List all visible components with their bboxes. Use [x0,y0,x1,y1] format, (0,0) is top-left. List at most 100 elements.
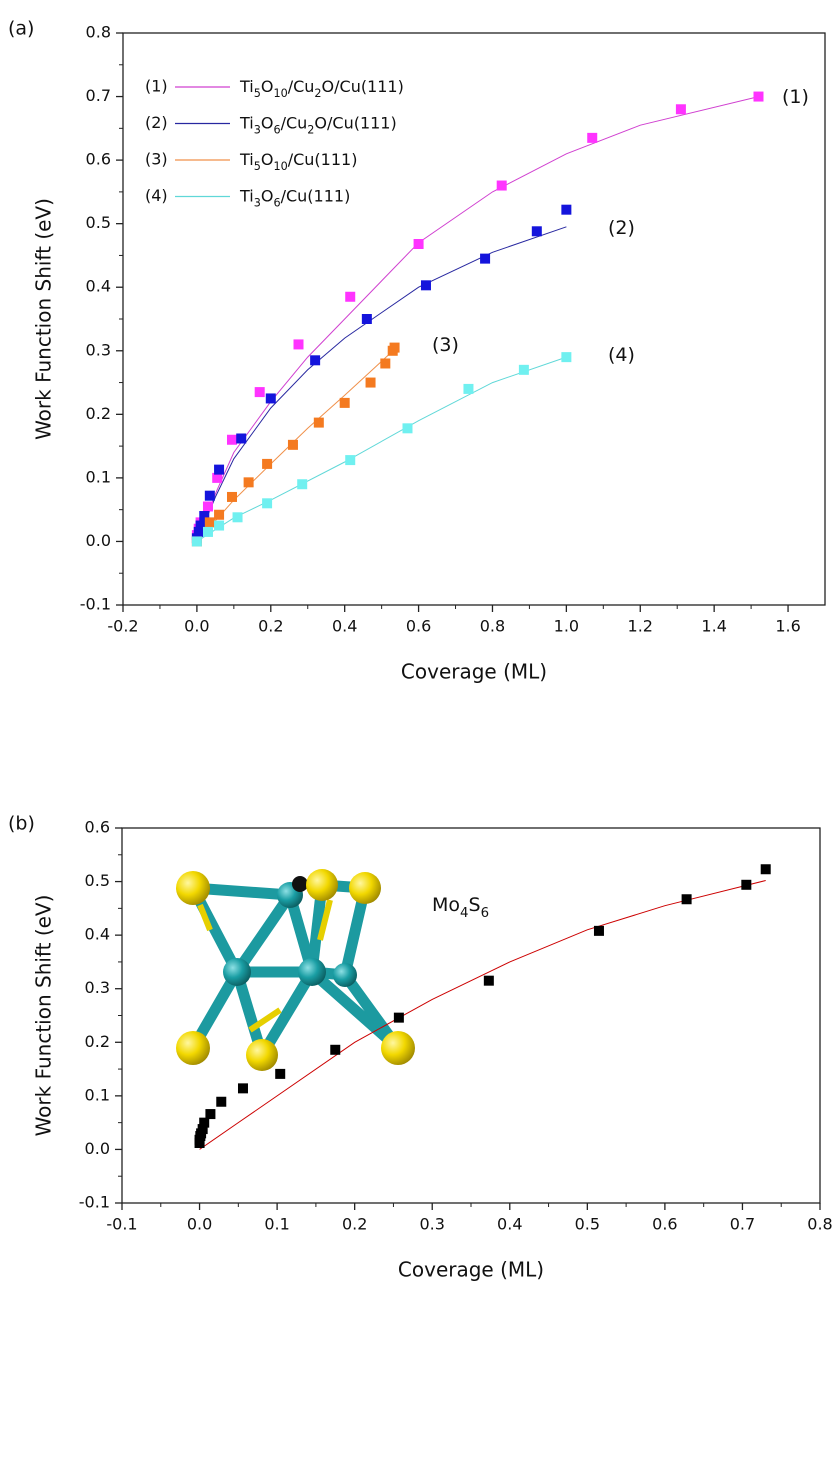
y-tick-label: -0.1 [79,1193,110,1212]
data-point [761,864,771,874]
data-point [561,352,571,362]
data-point [227,492,237,502]
legend-label: Ti5O10/Cu2O/Cu(111) [239,77,404,100]
data-point [214,521,224,531]
data-point [594,926,604,936]
data-point [463,384,473,394]
data-point [214,510,224,520]
x-tick-label: 0.2 [342,1215,367,1234]
legend-index: (3) [145,150,168,169]
data-point [262,498,272,508]
x-tick-label: 1.0 [554,617,579,636]
data-point [203,501,213,511]
data-point [238,1083,248,1093]
page: {"chart_data": [ {"type": "scatter", "pa… [0,0,833,1475]
data-point [205,1109,215,1119]
data-point [216,1097,226,1107]
data-point [390,343,400,353]
legend-index: (2) [145,113,168,132]
y-tick-label: 0.0 [86,531,111,550]
fit-line [197,227,567,542]
plot-frame [123,33,825,605]
fit-line [197,357,567,541]
y-tick-label: 0.0 [85,1139,110,1158]
y-tick-label: 0.2 [85,1032,110,1051]
data-point [236,433,246,443]
data-point [402,423,412,433]
y-tick-label: 0.1 [85,1085,110,1104]
data-point [587,133,597,143]
y-tick-label: 0.6 [86,150,111,169]
annotation: (2) [608,217,635,239]
y-tick-label: 0.4 [86,277,111,296]
data-point [497,181,507,191]
y-axis-title: Work Function Shift (eV) [32,895,56,1137]
data-point [199,1118,209,1128]
data-point [366,378,376,388]
x-tick-label: 0.7 [730,1215,755,1234]
data-point [741,880,751,890]
x-tick-label: -0.2 [107,617,138,636]
annotation: (3) [432,334,459,356]
legend-index: (1) [145,77,168,96]
y-tick-label: 0.4 [85,925,110,944]
panel-label: (a) [8,18,34,40]
data-point [288,440,298,450]
data-point [345,292,355,302]
data-point [255,387,265,397]
x-tick-label: 0.8 [480,617,505,636]
x-tick-label: 1.6 [775,617,800,636]
data-point [414,239,424,249]
data-point [682,894,692,904]
data-point [294,339,304,349]
y-tick-label: 0.7 [86,86,111,105]
data-point [205,491,215,501]
data-point [484,976,494,986]
molecule-image [170,858,420,1078]
panel-label: (b) [8,813,35,835]
data-point [330,1045,340,1055]
x-tick-label: 1.2 [628,617,653,636]
x-tick-label: 0.3 [419,1215,444,1234]
figure: -0.2 0.0 0.2 0.4 0.6 0.8 1.0 1.2 1.4 1.6 -0.1 0.0 0.… [0,0,833,1475]
x-tick-label: 0.1 [264,1215,289,1234]
x-tick-label: 0.4 [332,617,357,636]
data-point [340,398,350,408]
data-point [421,280,431,290]
annotation: (4) [608,344,635,366]
data-point [262,459,272,469]
x-tick-label: 0.0 [187,1215,212,1234]
data-point [227,435,237,445]
data-point [314,418,324,428]
data-point [532,226,542,236]
y-tick-label: 0.5 [86,213,111,232]
y-axis-title: Work Function Shift (eV) [32,198,56,440]
data-point [203,527,213,537]
x-axis-title: Coverage (ML) [401,660,547,684]
x-tick-label: 1.4 [701,617,726,636]
data-point [266,393,276,403]
x-tick-label: 0.4 [497,1215,522,1234]
y-tick-label: 0.6 [85,818,110,837]
data-point [297,479,307,489]
y-tick-label: 0.5 [85,871,110,890]
y-tick-label: 0.1 [86,467,111,486]
x-tick-label: 0.5 [575,1215,600,1234]
data-point [205,517,215,527]
x-tick-label: 0.2 [258,617,283,636]
x-tick-label: 0.6 [406,617,431,636]
data-point [345,455,355,465]
data-point [380,358,390,368]
x-tick-label: 0.6 [652,1215,677,1234]
data-point [394,1013,404,1023]
x-tick-label: 0.0 [184,617,209,636]
data-point [676,104,686,114]
data-point [362,314,372,324]
y-tick-label: 0.2 [86,404,111,423]
y-tick-label: 0.3 [85,978,110,997]
data-point [233,512,243,522]
data-point [275,1069,285,1079]
annotation: (1) [782,86,809,108]
legend-label: Ti5O10/Cu(111) [239,150,357,173]
y-tick-label: 0.8 [86,23,111,42]
